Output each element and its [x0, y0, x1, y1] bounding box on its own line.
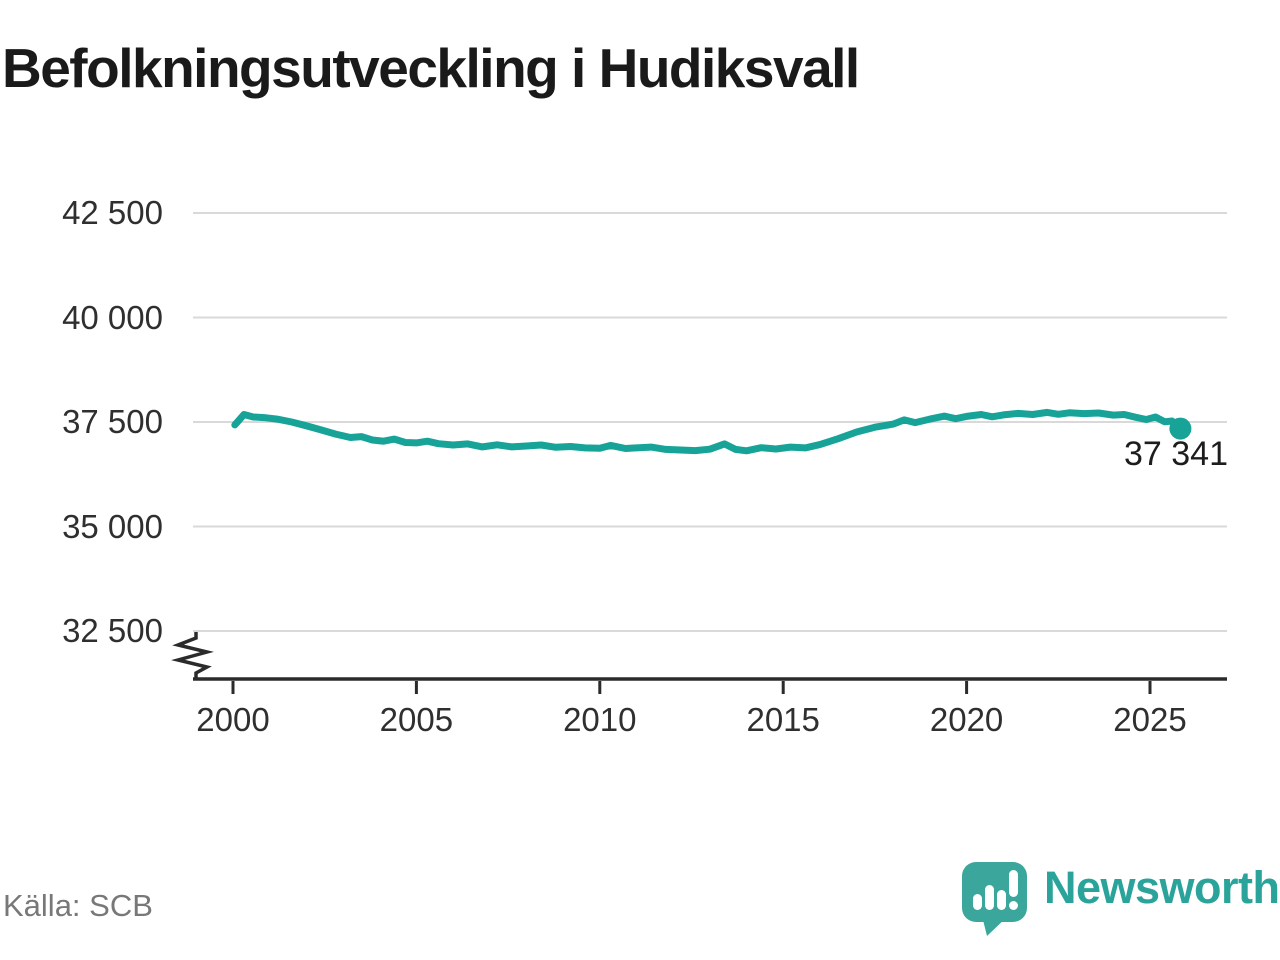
axis-break-zigzag: [171, 632, 214, 679]
y-tick-label: 32 500: [62, 612, 163, 649]
population-series-line: [231, 408, 1184, 455]
gridlines: [193, 212, 1227, 632]
x-tick-label: 2020: [929, 701, 1004, 738]
y-tick-label: 37 500: [62, 403, 163, 440]
x-tick-label: 2005: [379, 701, 454, 738]
y-tick-label: 35 000: [62, 507, 163, 545]
chart-title: Befolkningsutveckling i Hudiksvall: [2, 37, 860, 99]
newsworthy-logo-icon: [962, 862, 1027, 936]
x-tick-label: 2015: [746, 701, 820, 738]
x-tick-label: 2000: [196, 701, 270, 738]
y-tick-label: 40 000: [62, 298, 163, 336]
x-axis-ticks: [231, 681, 1152, 694]
newsworthy-brand: Newsworthy: [960, 858, 1280, 940]
x-tick-label: 2010: [563, 701, 637, 738]
last-data-point-marker: [1169, 417, 1192, 440]
y-tick-label: 42 500: [62, 194, 163, 231]
brand-name: Newsworthy: [1044, 862, 1280, 913]
end-value-label: 37 341: [1124, 435, 1228, 473]
source-label: Källa: SCB: [3, 888, 153, 923]
x-tick-label: 2025: [1113, 701, 1187, 738]
